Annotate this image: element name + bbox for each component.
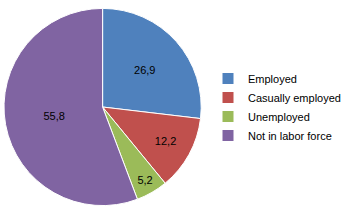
svg-text:Unemployed: Unemployed: [248, 111, 310, 123]
svg-text:Casually employed: Casually employed: [248, 92, 341, 104]
svg-text:55,8: 55,8: [43, 110, 64, 122]
svg-text:12,2: 12,2: [155, 135, 176, 147]
svg-text:26,9: 26,9: [134, 64, 155, 76]
svg-text:Employed: Employed: [248, 73, 297, 85]
svg-text:Not in labor force: Not in labor force: [248, 130, 332, 142]
svg-text:5,2: 5,2: [137, 174, 152, 186]
